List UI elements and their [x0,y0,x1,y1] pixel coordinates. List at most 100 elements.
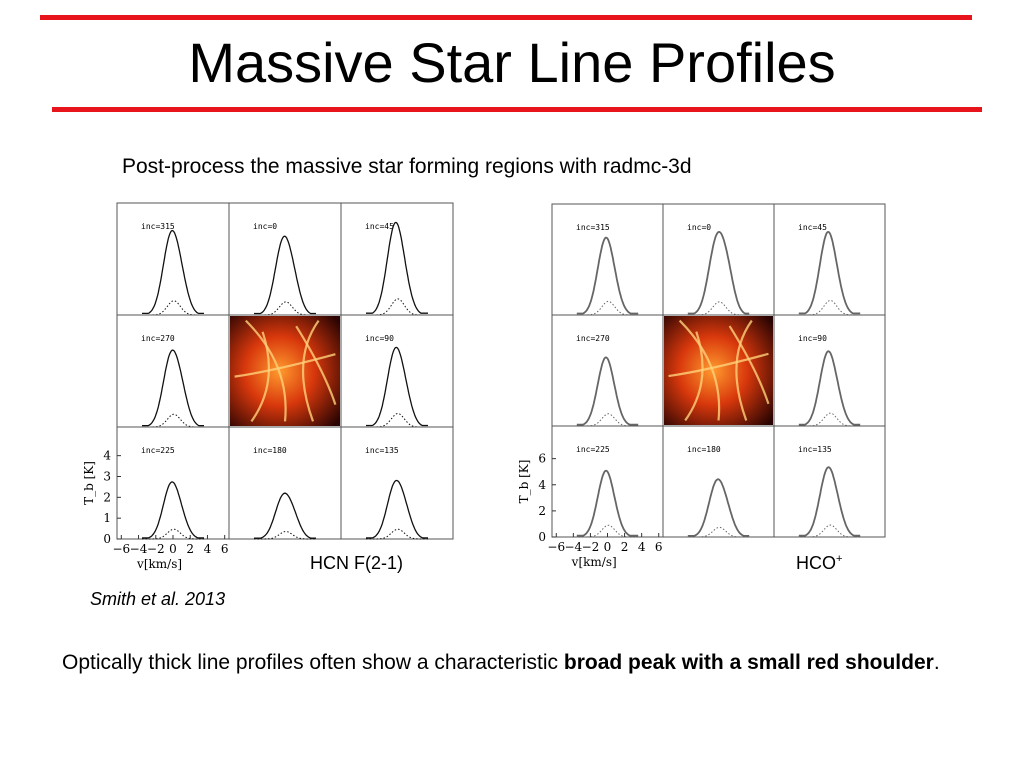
line-profile [576,469,639,537]
profile-panel [116,314,230,428]
profile-panel [551,203,664,316]
optically-thin-profile [687,301,750,316]
y-tick-label: 1 [103,511,111,525]
panel-label: inc=135 [365,446,399,455]
y-tick-label: 0 [538,530,546,544]
x-tick-label: 6 [221,542,229,556]
panel-label: inc=225 [141,446,175,455]
x-tick-label: −6 [112,542,130,556]
filament-streak [250,331,270,423]
panel-label: inc=315 [576,223,610,232]
x-axis-label: v[km/s] [136,557,182,571]
line-profile [366,479,428,539]
top-red-rule [40,15,972,20]
x-axis-label: v[km/s] [571,555,617,569]
filament-streak [684,331,704,422]
conclusion-text-regular: Optically thick line profiles often show… [62,651,564,674]
panel-label: inc=0 [687,223,711,232]
line-profile [254,492,316,539]
y-tick-label: 3 [103,469,111,483]
optically-thin-profile [576,300,639,316]
profile-panel [116,202,230,316]
profile-panel [773,425,886,538]
line-profile [798,230,861,315]
line-profile [254,235,316,315]
x-tick-label: 4 [204,542,212,556]
panel-label: inc=225 [576,445,610,454]
x-tick-label: −4 [130,542,148,556]
line-profile [576,356,639,426]
hcn-line-profile-figure: inc=315 inc=0 inc=45 inc=270 inc=90 inc=225 in… [82,202,454,571]
optically-thin-profile [687,526,750,538]
filament-streak [668,352,769,378]
panel-label: inc=270 [141,334,175,343]
panel-label: inc=90 [798,334,827,343]
profile-panel [551,425,664,538]
profile-panel [228,202,342,316]
x-tick-label: −6 [547,540,565,554]
optically-thin-profile [366,412,428,428]
optically-thin-profile [142,528,204,540]
y-axis-label: T_b [K] [82,461,96,505]
line-profile [142,481,204,539]
conclusion-text: Optically thick line profiles often show… [62,648,982,678]
x-tick-label: −2 [147,542,165,556]
line-profile [687,230,750,315]
hco-figure-label: HCO+ [796,553,843,573]
profile-panel [662,425,775,538]
line-profile [798,350,861,426]
x-tick-label: 4 [638,540,646,554]
title-underline-rule [52,107,982,112]
x-tick-label: 2 [186,542,194,556]
profile-panel [773,203,886,316]
filament-streak [735,319,753,421]
profile-panel [773,314,886,427]
panel-label: inc=180 [687,445,721,454]
column-density-image [664,316,773,425]
optically-thin-profile [366,528,428,540]
citation: Smith et al. 2013 [90,589,226,609]
x-tick-label: −4 [564,540,582,554]
optically-thin-profile [798,524,861,538]
y-tick-label: 0 [103,532,111,546]
y-tick-label: 2 [103,490,111,504]
y-tick-label: 2 [538,504,546,518]
y-tick-label: 4 [103,449,111,463]
column-density-image [230,316,340,426]
panel-label: inc=45 [798,223,827,232]
y-axis-label: T_b [K] [517,460,531,504]
panel-label: inc=180 [253,446,287,455]
line-profile [576,236,639,315]
x-tick-label: −2 [582,540,600,554]
x-tick-label: 6 [655,540,663,554]
panel-label: inc=45 [365,222,394,231]
hcn-figure-label: HCN F(2-1) [310,553,403,573]
profile-panel [551,314,664,427]
filament-streak [295,325,337,405]
panel-label: inc=270 [576,334,610,343]
y-tick-label: 4 [538,478,546,492]
x-tick-label: 2 [621,540,629,554]
line-profile [687,478,750,537]
conclusion-text-bold: broad peak with a small red shoulder [563,651,934,674]
profile-panel [340,314,454,428]
line-profile [798,466,861,537]
profile-panel [340,426,454,540]
profile-panel [340,202,454,316]
optically-thin-profile [254,531,316,540]
profile-panel [662,203,775,316]
filament-streak [728,325,770,405]
panel-label: inc=0 [253,222,277,231]
line-profile [366,346,428,427]
optically-thin-profile [254,301,316,316]
hco-line-profile-figure: inc=315 inc=0 inc=45 inc=270 inc=90 inc=225 in… [517,203,886,569]
line-profile [366,221,428,314]
panel-label: inc=90 [365,334,394,343]
profile-panel [228,426,342,540]
y-tick-label: 6 [538,452,546,466]
panel-label: inc=135 [798,445,832,454]
conclusion-text-period: . [933,651,940,674]
slide-subtitle: Post-process the massive star forming re… [122,155,692,178]
line-profile [142,349,204,427]
filament-streak [234,353,336,378]
